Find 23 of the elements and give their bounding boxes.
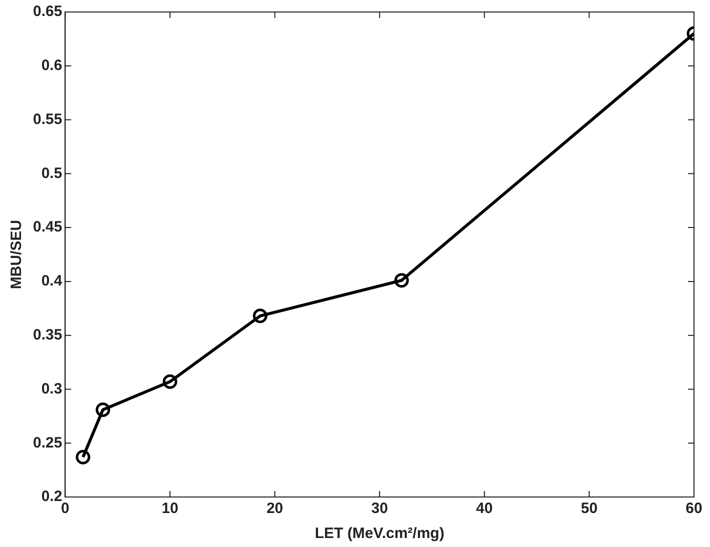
y-tick-label: 0.5 [41,164,62,182]
y-tick-label: 0.4 [41,272,63,290]
y-axis-title: MBU/SEU [8,220,26,290]
x-tick-label: 0 [61,500,70,518]
y-tick-label: 0.2 [41,488,62,506]
point [96,402,110,417]
point [252,308,268,324]
x-tick-label: 20 [266,500,284,518]
x-tick-label: 40 [476,500,493,518]
y-tick-label: 0.55 [32,110,62,128]
x-axis-title: LET (MeV.cm²/mg) [314,525,444,542]
y-tick-label: 0.65 [32,3,62,20]
y-tick-label: 0.6 [41,57,62,74]
y-tick-label: 0.25 [32,434,62,452]
y-tick-label: 0.45 [32,218,62,236]
x-tick-label: 30 [371,500,388,518]
y-tick-label: 0.35 [32,326,62,344]
point [76,450,90,464]
x-tick-label: 50 [580,500,598,518]
x-tick-label: 60 [686,500,702,518]
y-tick-label: 0.3 [41,380,62,398]
point [162,374,178,389]
x-tick-label: 10 [162,500,178,518]
